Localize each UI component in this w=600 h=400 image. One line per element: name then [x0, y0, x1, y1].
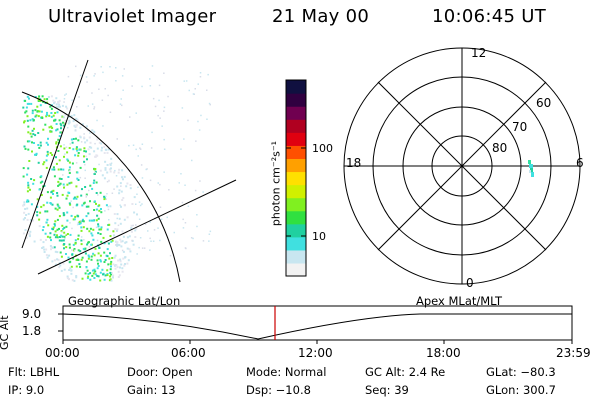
colorbar-segment: [286, 184, 306, 199]
polar-emission-patch: [528, 160, 534, 177]
geo-meridian-line-2: [37, 179, 237, 275]
colorbar-tick-100: 100: [312, 142, 333, 155]
info-dsp: Dsp: −10.8: [246, 383, 311, 397]
mlt-label-6: 6: [576, 156, 584, 170]
xtick-1200: 12:00: [298, 346, 333, 360]
info-mode: Mode: Normal: [246, 365, 327, 379]
timeline-frame: [62, 305, 573, 341]
mlt-label-12: 12: [471, 46, 487, 60]
colorbar-segment: [286, 106, 306, 120]
ytick-9: 9.0: [22, 307, 42, 321]
colorbar-segment: [286, 93, 306, 107]
instrument-title: Ultraviolet Imager: [48, 6, 217, 27]
colorbar-segment: [286, 80, 306, 94]
colorbar-segment: [286, 158, 306, 173]
lat-label-80: 80: [492, 141, 508, 155]
xtick-0600: 06:00: [171, 346, 206, 360]
date-label: 21 May 00: [272, 6, 370, 27]
xtick-1800: 18:00: [426, 346, 461, 360]
colorbar-segment: [286, 171, 306, 186]
mlt-label-18: 18: [346, 156, 362, 170]
auroral-emission-speckle: [22, 65, 212, 282]
info-door: Door: Open: [127, 365, 193, 379]
timeline-ylabel: GC Alt: [0, 315, 11, 350]
ytick-1.8: 1.8: [22, 324, 42, 338]
geo-meridian-line-1: [21, 59, 89, 249]
colorbar-tick-10: 10: [312, 230, 326, 243]
colorbar-segment: [286, 132, 306, 146]
info-seq: Seq: 39: [365, 383, 409, 397]
lat-label-70: 70: [512, 120, 528, 134]
colorbar-segment: [286, 249, 306, 264]
info-flt: Flt: LBHL: [8, 365, 60, 379]
info-ip: IP: 9.0: [8, 383, 45, 397]
info-glat: GLat: −80.3: [486, 365, 556, 379]
colorbar-segment: [286, 262, 306, 277]
colorbar-segment: [286, 119, 306, 133]
colorbar-segment: [286, 210, 306, 225]
colorbar-segment: [286, 223, 306, 238]
info-gcalt: GC Alt: 2.4 Re: [365, 365, 446, 379]
lat-label-60: 60: [536, 96, 552, 110]
colorbar-segment: [286, 236, 306, 251]
xtick-2359: 23:59: [556, 346, 591, 360]
geo-latitude-arc: [21, 91, 181, 283]
apex-panel-label: Apex MLat/MLT: [416, 294, 503, 308]
xtick-0000: 00:00: [45, 346, 80, 360]
geographic-panel-label: Geographic Lat/Lon: [68, 294, 181, 308]
info-gain: Gain: 13: [127, 383, 176, 397]
mlt-label-0: 0: [466, 276, 474, 290]
info-glon: GLon: 300.7: [486, 383, 556, 397]
colorbar-segment: [286, 197, 306, 212]
polar-diagonal-2: [377, 81, 547, 251]
gc-altitude-curve: [62, 313, 572, 340]
time-label: 10:06:45 UT: [432, 6, 547, 27]
colorbar-segment: [286, 145, 306, 159]
